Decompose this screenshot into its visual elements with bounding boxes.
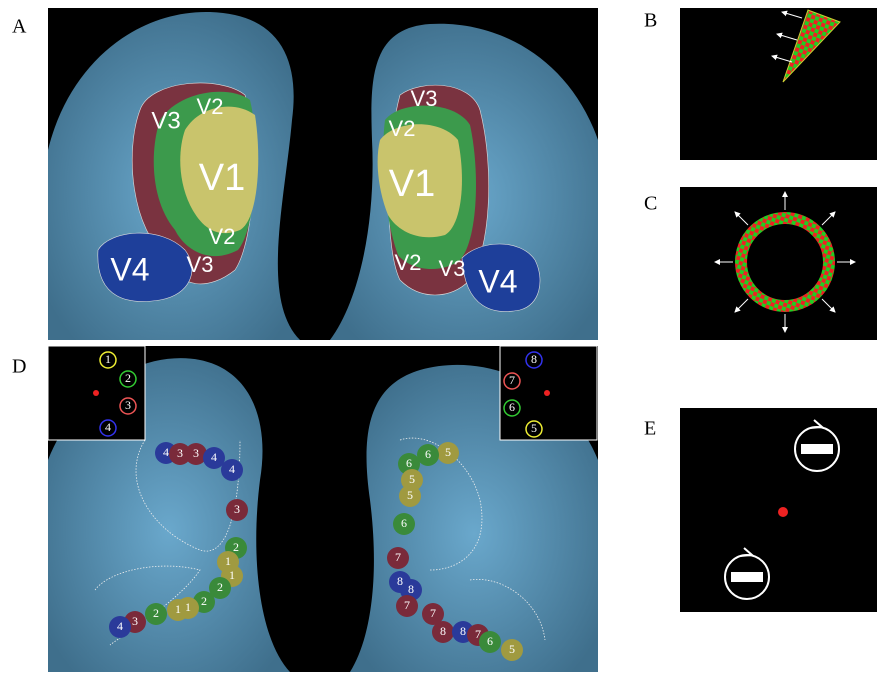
patch-label: 8 [440, 624, 446, 638]
patch-label: 7 [430, 606, 436, 620]
patch-label: 5 [509, 642, 515, 656]
patch-label: 8 [397, 574, 403, 588]
panel-letter: B [644, 10, 657, 32]
area-label: V3 [151, 107, 180, 134]
patch-label: 8 [408, 582, 414, 596]
area-label: V4 [478, 263, 517, 299]
panel-letter: E [644, 418, 656, 440]
patch-label: 7 [475, 627, 481, 641]
panel-b [680, 8, 877, 160]
patch-label: 4 [117, 619, 123, 633]
area-label: V3 [187, 252, 214, 277]
panel-letter: C [644, 193, 657, 215]
patch-label: 2 [217, 580, 223, 594]
patch-label: 7 [395, 550, 401, 564]
patch-label: 8 [460, 624, 466, 638]
patch-label: 4 [211, 450, 217, 464]
patch-label: 4 [229, 462, 235, 476]
panel-e [680, 408, 877, 612]
inset-label: 6 [509, 400, 515, 414]
area-label: V2 [209, 224, 236, 249]
area-label: V3 [439, 256, 466, 281]
patch-label: 3 [132, 614, 138, 628]
figure: A B C D E V3V2V1V2V3V4V3V2V1V2V3V4123487… [0, 0, 877, 673]
panel-letter: A [12, 16, 27, 38]
patch-label: 5 [407, 488, 413, 502]
panel-letter: D [12, 356, 26, 378]
inset-label: 8 [531, 352, 537, 366]
inset-label: 7 [509, 373, 515, 387]
area-label: V3 [411, 86, 438, 111]
panel-c [680, 187, 877, 340]
patch-label: 2 [153, 606, 159, 620]
patch-label: 3 [234, 502, 240, 516]
patch-label: 1 [175, 602, 181, 616]
inset-label: 2 [125, 371, 131, 385]
patch-label: 7 [404, 598, 410, 612]
patch-label: 4 [163, 445, 169, 459]
patch-label: 5 [409, 472, 415, 486]
patch-label: 3 [177, 446, 183, 460]
inset-label: 1 [105, 352, 111, 366]
patch-label: 2 [201, 594, 207, 608]
patch-label: 6 [487, 634, 493, 648]
inset-label: 3 [125, 398, 131, 412]
patch-label: 1 [185, 600, 191, 614]
area-label: V1 [389, 163, 435, 205]
patch-label: 3 [193, 446, 199, 460]
inset-label: 4 [105, 420, 111, 434]
patch-label: 6 [425, 447, 431, 461]
inset-label: 5 [531, 421, 537, 435]
patch-label: 1 [229, 568, 235, 582]
patch-label: 6 [401, 516, 407, 530]
page: A B C D E V3V2V1V2V3V4V3V2V1V2V3V4123487… [0, 0, 877, 673]
patch-label: 6 [406, 456, 412, 470]
area-label: V2 [197, 94, 224, 119]
patch-label: 1 [225, 554, 231, 568]
area-label: V2 [395, 250, 422, 275]
area-label: V4 [110, 251, 149, 287]
area-label: V2 [389, 116, 416, 141]
area-label: V1 [199, 157, 245, 199]
patch-label: 2 [233, 540, 239, 554]
patch-label: 5 [445, 445, 451, 459]
